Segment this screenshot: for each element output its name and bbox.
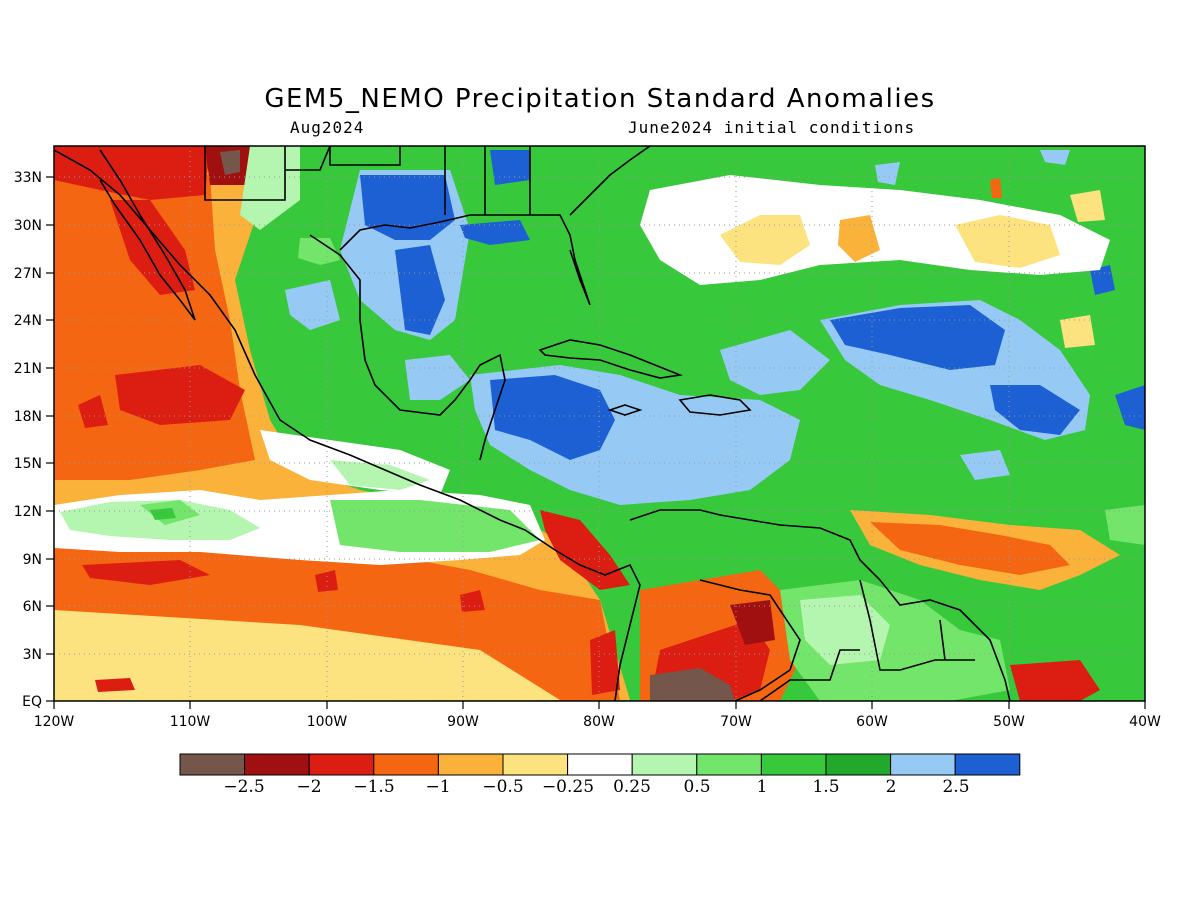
colorbar-swatch [825, 753, 892, 776]
colorbar-label: 2.5 [942, 777, 969, 797]
lat-label-30n: 30N [14, 218, 42, 234]
lat-label-3n: 3N [23, 647, 42, 663]
lon-label-80w: 80W [583, 714, 615, 730]
lon-label-70w: 70W [720, 714, 752, 730]
lat-label-33n: 33N [14, 170, 42, 186]
lat-label-12n: 12N [14, 504, 42, 520]
colorbar-swatch [567, 753, 633, 776]
lat-label-27n: 27N [14, 266, 42, 282]
coastlines [54, 146, 1011, 701]
colorbar-swatch [373, 753, 439, 776]
lon-label-100w: 100W [307, 714, 348, 730]
colorbar-swatch [890, 753, 956, 776]
lon-labels: 120W 110W 100W 90W 80W 70W 60W 50W 40W [34, 714, 1161, 730]
colorbar-labels: −2.5 −2 −1.5 −1 −0.5 −0.25 0.25 0.5 1 1.… [223, 777, 969, 797]
colorbar-label: 2 [886, 777, 897, 797]
lat-label-9n: 9N [23, 552, 42, 568]
lon-label-120w: 120W [34, 714, 75, 730]
lat-label-6n: 6N [23, 599, 42, 615]
chart-title: GEM5_NEMO Precipitation Standard Anomali… [264, 84, 936, 114]
colorbar-swatch [954, 753, 1021, 776]
colorbar-label: −1.5 [353, 777, 394, 797]
colorbar-label: −0.5 [482, 777, 523, 797]
colorbar-swatch [760, 753, 827, 776]
tick-marks [46, 176, 1146, 709]
colorbar-label: −0.25 [542, 777, 594, 797]
lat-labels: EQ 3N 6N 9N 12N 15N 18N 21N 24N 27N 30N … [14, 170, 42, 710]
colorbar-swatch [308, 753, 375, 776]
lon-label-110w: 110W [170, 714, 211, 730]
colorbar-label: −1 [425, 777, 450, 797]
lon-label-60w: 60W [856, 714, 888, 730]
colorbar: −2.5 −2 −1.5 −1 −0.5 −0.25 0.25 0.5 1 1.… [179, 753, 1021, 797]
colorbar-label: 1 [757, 777, 768, 797]
colorbar-label: 0.5 [683, 777, 710, 797]
colorbar-swatch [631, 753, 698, 776]
colorbar-swatches [179, 753, 1021, 776]
lat-label-18n: 18N [14, 409, 42, 425]
lat-label-15n: 15N [14, 456, 42, 472]
colorbar-swatch [502, 753, 569, 776]
lat-label-24n: 24N [14, 313, 42, 329]
anomaly-field [54, 146, 1145, 701]
colorbar-label: −2 [296, 777, 321, 797]
lon-label-40w: 40W [1129, 714, 1161, 730]
colorbar-label: 0.25 [613, 777, 651, 797]
initial-conditions-subtitle: June2024 initial conditions [628, 118, 916, 137]
valid-month-subtitle: Aug2024 [290, 118, 365, 137]
colorbar-swatch [179, 753, 246, 776]
lat-label-eq: EQ [22, 694, 42, 710]
colorbar-swatch [244, 753, 310, 776]
lat-label-21n: 21N [14, 361, 42, 377]
colorbar-label: −2.5 [223, 777, 264, 797]
colorbar-label: 1.5 [812, 777, 839, 797]
colorbar-swatch [437, 753, 504, 776]
lon-label-90w: 90W [447, 714, 479, 730]
colorbar-swatch [696, 753, 762, 776]
lon-label-50w: 50W [993, 714, 1025, 730]
